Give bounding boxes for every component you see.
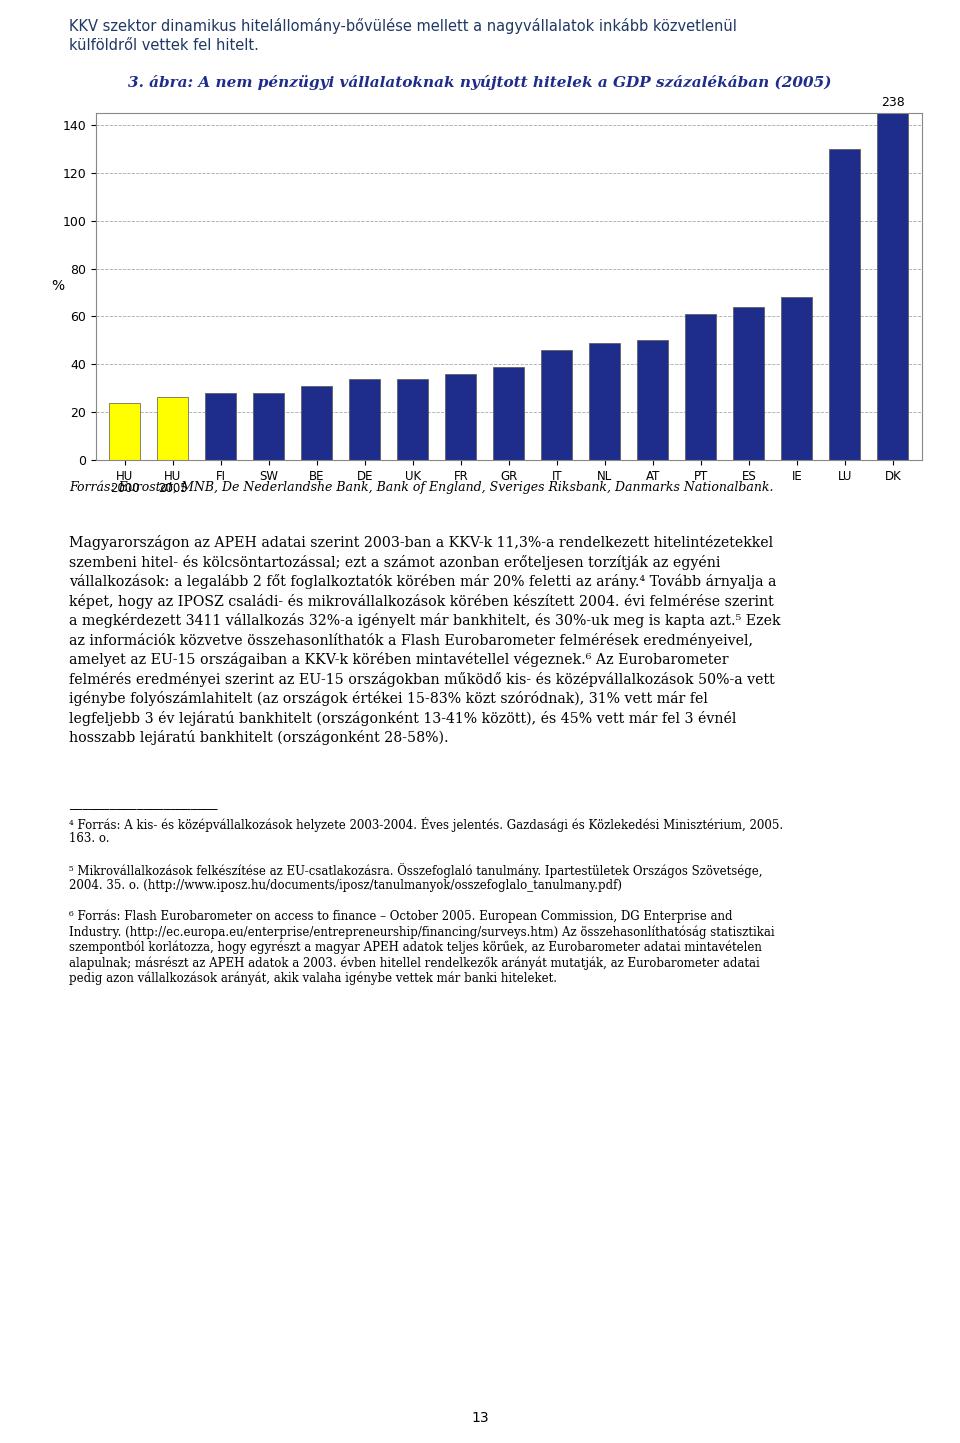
Bar	[349, 378, 380, 460]
Text: KKV szektor dinamikus hitelállomány-bővülése mellett a nagyvállalatok inkább köz: KKV szektor dinamikus hitelállomány-bővü…	[69, 17, 737, 35]
Text: alapulnak; másrészt az APEH adatok a 2003. évben hitellel rendelkezők arányát mu: alapulnak; másrészt az APEH adatok a 200…	[69, 957, 760, 970]
Text: Industry. (http://ec.europa.eu/enterprise/entrepreneurship/financing/surveys.htm: Industry. (http://ec.europa.eu/enterpris…	[69, 925, 775, 938]
Bar	[205, 392, 236, 460]
Bar	[589, 343, 620, 460]
Text: 2004. 35. o. (http://www.iposz.hu/documents/iposz/tanulmanyok/osszefoglalo_tanul: 2004. 35. o. (http://www.iposz.hu/docume…	[69, 879, 622, 892]
Text: vállalkozások: a legalább 2 főt foglalkoztatók körében már 20% feletti az arány.: vállalkozások: a legalább 2 főt foglalko…	[69, 574, 777, 589]
Text: igénybe folyószámlahitelt (az országok értékei 15-83% közt szóródnak), 31% vett : igénybe folyószámlahitelt (az országok é…	[69, 691, 708, 706]
Y-axis label: %: %	[52, 280, 64, 293]
Bar	[109, 403, 140, 460]
Text: ──────────────────────: ──────────────────────	[69, 805, 218, 814]
Text: 13: 13	[471, 1411, 489, 1426]
Text: szembeni hitel- és kölcsöntartozással; ezt a számot azonban erőteljesen torzítjá: szembeni hitel- és kölcsöntartozással; e…	[69, 554, 721, 570]
Text: ⁵ Mikrovállalkozások felkészítése az EU-csatlakozásra. Összefoglaló tanulmány. I: ⁵ Mikrovállalkozások felkészítése az EU-…	[69, 863, 762, 877]
Bar	[877, 113, 908, 460]
Bar	[397, 378, 428, 460]
Text: Magyarországon az APEH adatai szerint 2003-ban a KKV-k 11,3%-a rendelkezett hite: Magyarországon az APEH adatai szerint 20…	[69, 535, 773, 550]
Bar	[157, 397, 188, 460]
Text: Forrás: Eurostat, MNB, De Nederlandshe Bank, Bank of England, Sveriges Riksbank,: Forrás: Eurostat, MNB, De Nederlandshe B…	[69, 481, 774, 494]
Text: 163. o.: 163. o.	[69, 833, 109, 846]
Text: szempontból korlátozza, hogy egyrészt a magyar APEH adatok teljes körűek, az Eur: szempontból korlátozza, hogy egyrészt a …	[69, 941, 762, 954]
Text: külföldről vettek fel hitelt.: külföldről vettek fel hitelt.	[69, 38, 259, 53]
Bar	[733, 307, 764, 460]
Text: képet, hogy az IPOSZ családi- és mikrovállalkozások körében készített 2004. évi : képet, hogy az IPOSZ családi- és mikrová…	[69, 593, 774, 609]
Bar	[637, 341, 668, 460]
Text: 238: 238	[881, 97, 904, 110]
Bar	[445, 374, 476, 460]
Text: a megkérdezett 3411 vállalkozás 32%-a igényelt már bankhitelt, és 30%-uk meg is : a megkérdezett 3411 vállalkozás 32%-a ig…	[69, 613, 780, 628]
Bar	[829, 149, 860, 460]
Text: felmérés eredményei szerint az EU-15 országokban működő kis- és középvállalkozás: felmérés eredményei szerint az EU-15 ors…	[69, 671, 775, 687]
Bar	[253, 392, 284, 460]
Text: ⁶ Forrás: Flash Eurobarometer on access to finance – October 2005. European Comm: ⁶ Forrás: Flash Eurobarometer on access …	[69, 909, 732, 924]
Text: hosszabb lejáratú bankhitelt (országonként 28-58%).: hosszabb lejáratú bankhitelt (országonké…	[69, 730, 448, 745]
Text: az információk közvetve összehasonlíthatók a Flash Eurobarometer felmérések ered: az információk közvetve összehasonlíthat…	[69, 632, 753, 648]
Text: amelyet az EU-15 országaiban a KKV-k körében mintavétellel végeznek.⁶ Az Eurobar: amelyet az EU-15 országaiban a KKV-k kör…	[69, 652, 729, 667]
Text: pedig azon vállalkozások arányát, akik valaha igénybe vettek már banki hiteleket: pedig azon vállalkozások arányát, akik v…	[69, 971, 557, 986]
Bar	[301, 385, 332, 460]
Text: legfeljebb 3 év lejáratú bankhitelt (országonként 13-41% között), és 45% vett má: legfeljebb 3 év lejáratú bankhitelt (ors…	[69, 710, 736, 726]
Bar	[493, 367, 524, 460]
Text: ⁴ Forrás: A kis- és középvállalkozások helyzete 2003-2004. Éves jelentés. Gazdas: ⁴ Forrás: A kis- és középvállalkozások h…	[69, 817, 783, 831]
Bar	[685, 315, 716, 460]
Bar	[781, 297, 812, 460]
Text: 3. ábra: A nem pénzügyi vállalatoknak nyújtott hitelek a GDP százalékában (2005): 3. ábra: A nem pénzügyi vállalatoknak ny…	[129, 75, 831, 89]
Bar	[541, 349, 572, 460]
